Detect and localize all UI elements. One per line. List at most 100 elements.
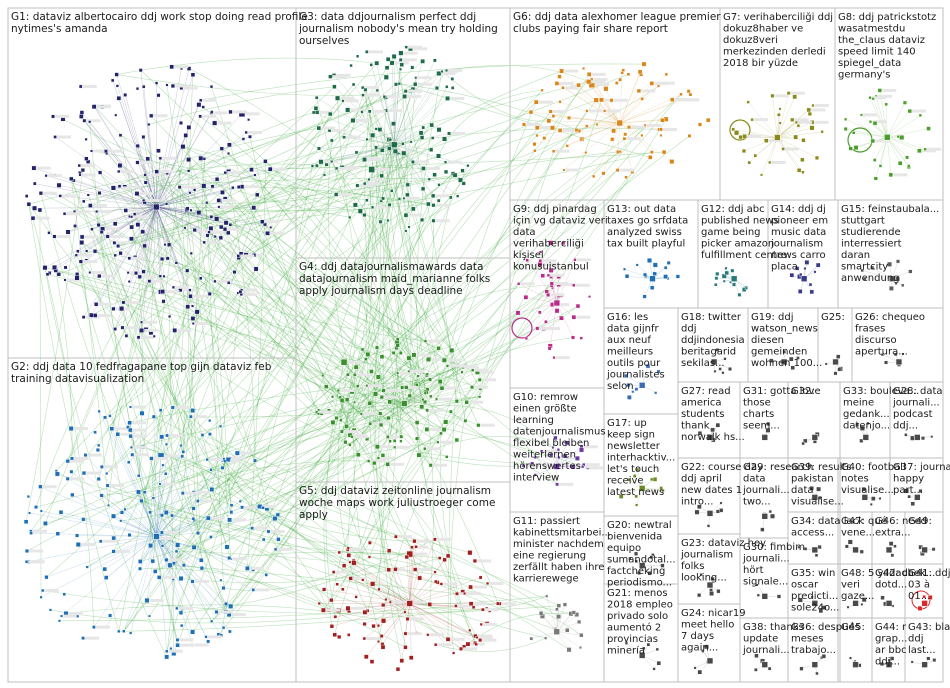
- node-g1[interactable]: [76, 249, 80, 253]
- node-g24[interactable]: [701, 649, 705, 653]
- node-g7[interactable]: [806, 107, 812, 113]
- node-g5[interactable]: [346, 553, 352, 558]
- node-g3[interactable]: [436, 198, 441, 203]
- node-g1[interactable]: [82, 118, 87, 123]
- node-g7[interactable]: [801, 170, 805, 174]
- node-g1[interactable]: [32, 181, 37, 186]
- node-g2[interactable]: [164, 442, 168, 446]
- node-g9[interactable]: [554, 308, 560, 314]
- node-g9[interactable]: [552, 356, 556, 360]
- node-g5[interactable]: [370, 581, 376, 587]
- node-g1[interactable]: [188, 191, 192, 195]
- node-g33[interactable]: [855, 423, 859, 427]
- node-g5[interactable]: [341, 587, 345, 592]
- node-g8[interactable]: [848, 146, 853, 151]
- node-g2[interactable]: [98, 539, 103, 544]
- node-g23[interactable]: [716, 589, 721, 594]
- node-g1[interactable]: [74, 275, 80, 281]
- node-g4[interactable]: [336, 388, 340, 393]
- node-g7[interactable]: [741, 148, 747, 154]
- node-g2[interactable]: [181, 449, 186, 454]
- node-g4[interactable]: [443, 419, 449, 425]
- node-g19[interactable]: [782, 350, 787, 354]
- node-g2[interactable]: [81, 636, 85, 640]
- node-g5[interactable]: [320, 607, 326, 613]
- node-g1[interactable]: [117, 163, 123, 168]
- node-g7[interactable]: [800, 157, 805, 162]
- node-g2[interactable]: [81, 517, 86, 522]
- node-g2[interactable]: [240, 505, 245, 510]
- node-g20[interactable]: [633, 551, 639, 556]
- node-g8[interactable]: [899, 134, 905, 140]
- node-g3[interactable]: [445, 68, 449, 72]
- node-g46[interactable]: [890, 553, 895, 558]
- node-g2[interactable]: [175, 542, 181, 548]
- node-g48[interactable]: [860, 602, 864, 606]
- node-g1[interactable]: [37, 207, 43, 213]
- node-g43[interactable]: [910, 660, 914, 664]
- node-g4[interactable]: [355, 384, 360, 388]
- node-g14[interactable]: [804, 259, 810, 265]
- node-g4[interactable]: [454, 437, 459, 443]
- hub-node-g20[interactable]: [638, 562, 646, 569]
- node-g8[interactable]: [873, 158, 877, 162]
- node-g3[interactable]: [398, 57, 403, 62]
- node-g25[interactable]: [833, 371, 838, 376]
- node-g4[interactable]: [340, 358, 348, 366]
- node-g5[interactable]: [347, 633, 351, 637]
- node-g3[interactable]: [443, 160, 448, 164]
- node-g8[interactable]: [868, 96, 872, 100]
- node-g10[interactable]: [533, 473, 537, 477]
- node-g3[interactable]: [397, 82, 401, 86]
- hub-node-g29[interactable]: [761, 513, 769, 520]
- node-g2[interactable]: [261, 537, 266, 542]
- node-g9[interactable]: [571, 314, 577, 320]
- node-g10[interactable]: [570, 464, 576, 470]
- node-g2[interactable]: [122, 629, 126, 633]
- node-g11[interactable]: [577, 619, 582, 624]
- node-g1[interactable]: [110, 78, 115, 83]
- node-g1[interactable]: [183, 133, 189, 138]
- node-g1[interactable]: [267, 166, 273, 172]
- node-g5[interactable]: [379, 634, 384, 638]
- node-g7[interactable]: [738, 135, 743, 140]
- node-g16[interactable]: [654, 391, 658, 395]
- node-g1[interactable]: [78, 259, 83, 264]
- node-g4[interactable]: [445, 364, 449, 368]
- node-g1[interactable]: [165, 202, 169, 206]
- hub-node-g28[interactable]: [914, 434, 921, 441]
- node-g3[interactable]: [330, 138, 334, 143]
- hub-node-g31[interactable]: [761, 434, 769, 441]
- node-g3[interactable]: [345, 107, 351, 113]
- node-g9[interactable]: [548, 240, 554, 246]
- node-g5[interactable]: [337, 634, 342, 639]
- node-g5[interactable]: [348, 560, 352, 564]
- node-g2[interactable]: [75, 542, 81, 548]
- node-g3[interactable]: [445, 85, 449, 89]
- node-g3[interactable]: [369, 63, 373, 67]
- node-g3[interactable]: [466, 164, 470, 168]
- node-g16[interactable]: [623, 373, 628, 378]
- node-g49[interactable]: [931, 547, 936, 552]
- node-g13[interactable]: [642, 294, 647, 299]
- node-g4[interactable]: [406, 355, 412, 361]
- node-g1[interactable]: [143, 173, 147, 177]
- node-g3[interactable]: [328, 111, 333, 117]
- node-g3[interactable]: [427, 177, 431, 181]
- node-g6[interactable]: [551, 114, 556, 118]
- node-g8[interactable]: [859, 113, 863, 117]
- node-g3[interactable]: [398, 50, 404, 56]
- node-g1[interactable]: [135, 87, 140, 91]
- node-g5[interactable]: [472, 558, 477, 563]
- node-g19[interactable]: [790, 365, 795, 370]
- node-g1[interactable]: [82, 199, 86, 204]
- node-g3[interactable]: [362, 212, 367, 218]
- node-g11[interactable]: [555, 607, 559, 612]
- node-g1[interactable]: [118, 133, 123, 137]
- node-g1[interactable]: [96, 222, 101, 227]
- node-g1[interactable]: [74, 253, 78, 257]
- node-g1[interactable]: [56, 272, 61, 277]
- hub-node-g19[interactable]: [780, 358, 788, 366]
- node-g20[interactable]: [637, 571, 641, 575]
- node-g2[interactable]: [276, 537, 281, 542]
